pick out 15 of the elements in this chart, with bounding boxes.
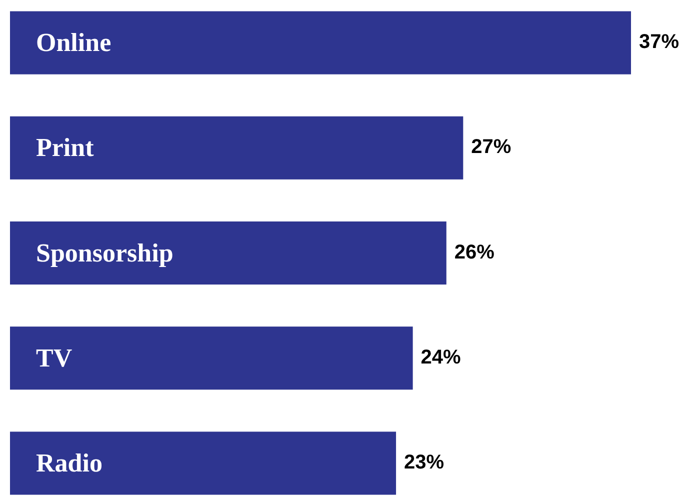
data-label: 24%: [420, 346, 462, 368]
y-tick-label: Radio: [36, 448, 102, 478]
bar: [10, 326, 413, 390]
bar: [10, 432, 396, 495]
y-tick-label: TV: [36, 343, 72, 372]
y-tick-label: Sponsorship: [36, 238, 174, 268]
y-tick-label: Online: [36, 28, 112, 58]
y-tick-label: Print: [36, 133, 94, 162]
data-label: 26%: [454, 241, 495, 264]
bar: [10, 116, 464, 180]
data-label: 27%: [471, 136, 512, 158]
data-label: 23%: [404, 451, 444, 474]
bar: [10, 11, 631, 74]
bar: [10, 221, 446, 285]
data-label: 37%: [639, 31, 680, 54]
